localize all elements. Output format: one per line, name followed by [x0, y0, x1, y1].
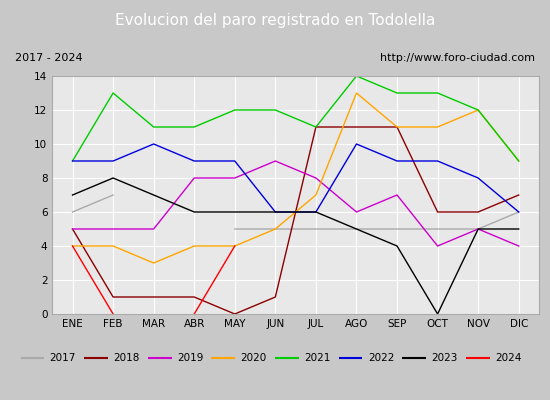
Text: 2022: 2022: [368, 353, 394, 363]
Text: 2023: 2023: [431, 353, 458, 363]
Text: 2021: 2021: [304, 353, 331, 363]
Text: 2017: 2017: [50, 353, 76, 363]
Text: 2024: 2024: [495, 353, 521, 363]
Text: 2017 - 2024: 2017 - 2024: [15, 54, 83, 64]
Text: 2020: 2020: [240, 353, 267, 363]
Text: 2018: 2018: [113, 353, 140, 363]
Text: 2019: 2019: [177, 353, 204, 363]
Text: Evolucion del paro registrado en Todolella: Evolucion del paro registrado en Todolel…: [115, 14, 435, 28]
Text: http://www.foro-ciudad.com: http://www.foro-ciudad.com: [380, 54, 535, 64]
